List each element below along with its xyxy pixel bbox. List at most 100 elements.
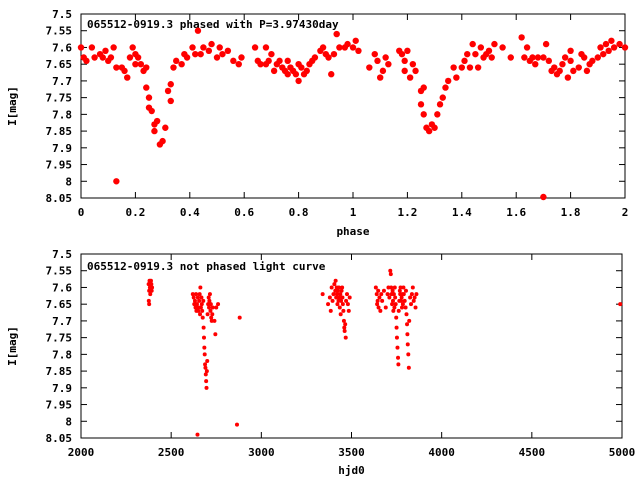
data-point [450,64,457,71]
data-point [210,305,215,310]
data-point [380,298,385,303]
data-point [341,318,346,323]
data-point [126,54,134,61]
data-point [442,84,449,91]
data-point [77,44,85,51]
y-tick-label: 7.9 [52,142,72,155]
data-point [556,67,563,75]
data-point [216,302,221,307]
data-point [417,101,425,108]
data-point [413,305,418,310]
data-point [334,295,339,300]
data-point [602,40,610,48]
data-point [162,124,169,131]
data-point [219,50,226,58]
data-point [257,60,264,68]
data-point [436,101,444,108]
data-point [379,292,384,297]
data-point [575,64,582,71]
data-point [589,57,596,65]
data-point [201,298,206,303]
data-point [542,40,550,48]
data-point [345,302,350,307]
data-point [167,97,174,105]
data-point [194,292,199,297]
data-point [410,285,415,290]
data-point [420,84,427,91]
data-point [202,345,207,350]
data-point [399,298,404,303]
data-point [396,355,401,360]
data-point [339,288,344,293]
data-point [206,295,211,300]
chart-unphased: 065512-0919.3 not phased light curve 200… [6,248,635,477]
data-point [396,362,401,367]
x-tick-label: 0.6 [234,206,254,219]
data-point [401,285,406,290]
data-point [149,282,154,287]
data-point [200,308,205,313]
data-point [208,308,213,313]
x-tick-label: 5000 [609,446,636,459]
data-point [420,111,427,118]
data-point [485,47,493,54]
data-point [327,295,332,300]
x-tick-label: 0.4 [180,206,200,219]
data-point [337,295,342,300]
data-point [387,295,392,300]
data-point [523,44,531,51]
x-axis-label: hjd0 [338,464,365,477]
data-point [343,322,348,327]
data-point [600,50,607,58]
data-point [284,57,291,65]
data-point [192,50,199,58]
data-point [320,292,325,297]
data-point [251,44,259,51]
data-point [379,67,387,75]
chart-title: 065512-0919.3 not phased light curve [87,260,326,273]
data-point [499,44,506,51]
plot-area: 2000 2500 3000 3500 4000 4500 5000 7.5 7.55 7.6 7.… [6,248,635,477]
x-tick-label: 1.4 [452,206,472,219]
data-point [375,302,380,307]
data-point [621,44,629,51]
y-tick-label: 7.75 [46,332,73,345]
data-point [469,40,476,48]
data-point [406,365,411,370]
data-point [149,288,154,293]
data-point [385,292,390,297]
data-point [377,74,384,81]
y-tick-label: 8.05 [46,432,73,445]
data-point [466,64,474,71]
y-tick-label: 7.6 [52,281,72,294]
data-point [164,87,172,95]
y-tick-label: 8.05 [46,192,73,205]
data-point [570,67,577,75]
data-point [425,127,433,135]
data-point [209,315,214,320]
data-point [146,298,151,303]
data-point [198,305,203,310]
data-point [213,54,221,61]
data-point [392,305,397,310]
data-point [567,57,574,65]
data-point [332,282,337,287]
data-point [376,288,381,293]
data-point [198,312,203,317]
data-point [212,318,217,323]
y-tick-label: 7.7 [52,75,72,88]
data-point [331,292,336,297]
data-point [371,50,378,58]
data-point [616,40,623,48]
data-point [453,74,460,81]
data-point [534,54,542,61]
data-point [374,292,379,297]
data-point [407,318,412,323]
data-point [409,302,414,307]
data-point [540,193,547,201]
data-point [194,302,199,307]
data-point [340,302,345,307]
data-point [339,298,344,303]
data-point [507,54,514,61]
